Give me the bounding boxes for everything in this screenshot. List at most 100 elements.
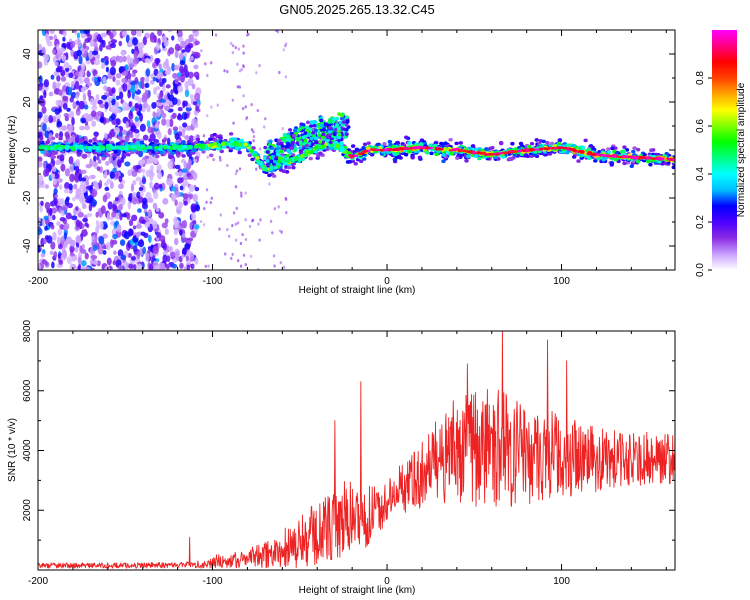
- spectrogram-noise-blob: [98, 236, 105, 245]
- spectrogram-trace-body: [526, 144, 532, 149]
- spectrogram-noise-blob: [123, 231, 130, 240]
- spectrogram-trace-peak: [611, 155, 617, 158]
- spectrogram-noise-blob: [115, 72, 122, 79]
- spectrogram-noise-blob: [104, 186, 110, 192]
- spectrogram-trace-core: [444, 147, 449, 151]
- spectrogram-sparse-blob: [255, 167, 258, 171]
- spectrogram-sparse-blob: [250, 128, 254, 132]
- spectrogram-noise-blob: [152, 220, 158, 230]
- spectrogram-trace-peak: [379, 149, 385, 152]
- spectrogram-trace-peak: [512, 150, 518, 153]
- spectrogram-trace-body: [657, 159, 662, 164]
- spectrogram-noise-blob: [144, 82, 150, 89]
- spectrogram-trace-body: [234, 146, 240, 151]
- spectrogram-noise-blob: [43, 215, 49, 221]
- spectrogram-noise-blob: [84, 266, 91, 270]
- spectrogram-noise-blob: [109, 239, 114, 248]
- spectrogram-trace-halo: [251, 146, 256, 150]
- spectrogram-trace-halo: [448, 137, 453, 142]
- spectrogram-noise-blob: [99, 221, 104, 230]
- spectrogram-noise-blob: [173, 229, 178, 236]
- spectrogram-sparse-blob: [259, 218, 262, 222]
- spectrogram-noise-blob: [105, 241, 111, 251]
- spectrogram-trace-halo: [126, 152, 131, 157]
- spectrogram-noise-blob: [91, 105, 98, 111]
- spectrogram-trace-halo: [593, 159, 598, 163]
- spectrogram-trace-core: [249, 149, 255, 153]
- spectrogram-branch-blob: [301, 122, 306, 127]
- spectrogram-noise-blob: [189, 93, 194, 100]
- spectrogram-trace-body: [170, 151, 175, 155]
- spectrogram-noise-blob: [131, 72, 136, 78]
- spectrogram-trace-peak: [362, 149, 368, 153]
- spectrogram-noise-blob: [92, 102, 97, 108]
- spectrogram-noise-blob: [74, 193, 81, 200]
- spectrogram-noise-blob: [38, 156, 43, 163]
- spectrogram-trace-core: [154, 145, 159, 150]
- spectrogram-trace-body: [239, 138, 244, 143]
- spectrogram-branch-blob: [304, 143, 309, 148]
- spectrogram-noise-blob: [184, 135, 190, 140]
- spectrogram-noise-blob: [153, 112, 159, 118]
- spectrogram-noise-blob: [74, 134, 80, 143]
- spectrogram-noise-blob: [102, 233, 108, 239]
- spectrogram-noise-blob: [60, 165, 65, 171]
- spectrogram-noise-blob: [115, 118, 121, 126]
- spectrogram-noise-blob: [172, 126, 179, 132]
- spectrogram-noise-blob: [112, 260, 116, 266]
- spectrogram-branch-blob: [282, 132, 287, 137]
- spectrogram-branch-blob: [313, 128, 318, 132]
- spectrogram-trace-core: [110, 146, 116, 150]
- spectrogram-noise-blob: [120, 50, 126, 57]
- spectrogram-noise-blob: [193, 64, 199, 70]
- spectrogram-trace-body: [181, 140, 186, 145]
- spectrogram-trace-core: [335, 144, 341, 148]
- spectrogram-trace-core: [221, 141, 226, 145]
- spectrogram-trace-halo: [148, 138, 153, 143]
- spectrogram-sparse-blob: [200, 49, 203, 53]
- spectrogram-trace-halo: [464, 159, 469, 163]
- spectrogram-trace-halo: [458, 141, 463, 145]
- spectrogram-noise-blob: [153, 157, 159, 164]
- spectrogram-noise-blob: [64, 116, 69, 122]
- spectrogram-trace-peak: [391, 148, 397, 151]
- spectrogram-noise-blob: [138, 180, 143, 186]
- spectrogram-noise-blob: [82, 86, 89, 91]
- spectrogram-branch-blob: [282, 139, 287, 144]
- spectrogram-noise-blob: [186, 264, 190, 270]
- spectrogram-trace-halo: [358, 159, 364, 164]
- spectrogram-sparse-blob: [234, 172, 238, 176]
- spectrogram-sparse-blob: [237, 47, 241, 51]
- spectrogram-branch-blob: [263, 166, 268, 171]
- spectrogram-branch-blob: [297, 127, 302, 132]
- spectrogram-noise-blob: [78, 196, 85, 203]
- spectrogram-noise-blob: [71, 117, 75, 126]
- spectrogram-trace-body: [115, 142, 121, 146]
- spectrogram-noise-blob: [81, 169, 87, 175]
- spectrogram-trace-halo: [175, 151, 180, 155]
- spectrogram-noise-blob: [187, 71, 194, 79]
- spectrogram-trace-halo: [92, 137, 97, 141]
- spectrogram-noise-blob: [120, 197, 126, 206]
- spectrogram-trace-halo: [362, 157, 367, 161]
- spectrogram-noise-blob: [167, 160, 174, 170]
- spectrogram-sparse-blob: [231, 44, 235, 48]
- spectrogram-branch-blob: [320, 135, 325, 140]
- spectrogram-noise-blob: [186, 125, 192, 131]
- spectrogram-noise-blob: [75, 165, 80, 174]
- spectrogram-sparse-blob: [275, 30, 278, 33]
- spectrogram-noise-blob: [195, 105, 200, 112]
- spectrogram-sparse-blob: [218, 227, 221, 231]
- spectrogram-noise-blob: [112, 167, 117, 174]
- spectrogram-trace-peak: [417, 145, 423, 149]
- spectrogram-noise-blob: [39, 98, 46, 107]
- snr-x-tick-label: -100: [203, 576, 223, 587]
- spectrogram-sparse-blob: [236, 221, 240, 225]
- spectrogram-branch-blob: [344, 132, 349, 136]
- spectrogram-noise-blob: [53, 187, 58, 195]
- spectrogram-noise-blob: [48, 115, 54, 124]
- spectrogram-noise-blob: [109, 66, 117, 76]
- spectrogram-trace-halo: [163, 137, 168, 141]
- spectrogram-branch-blob: [314, 140, 319, 145]
- spectrogram-trace-halo: [237, 150, 242, 155]
